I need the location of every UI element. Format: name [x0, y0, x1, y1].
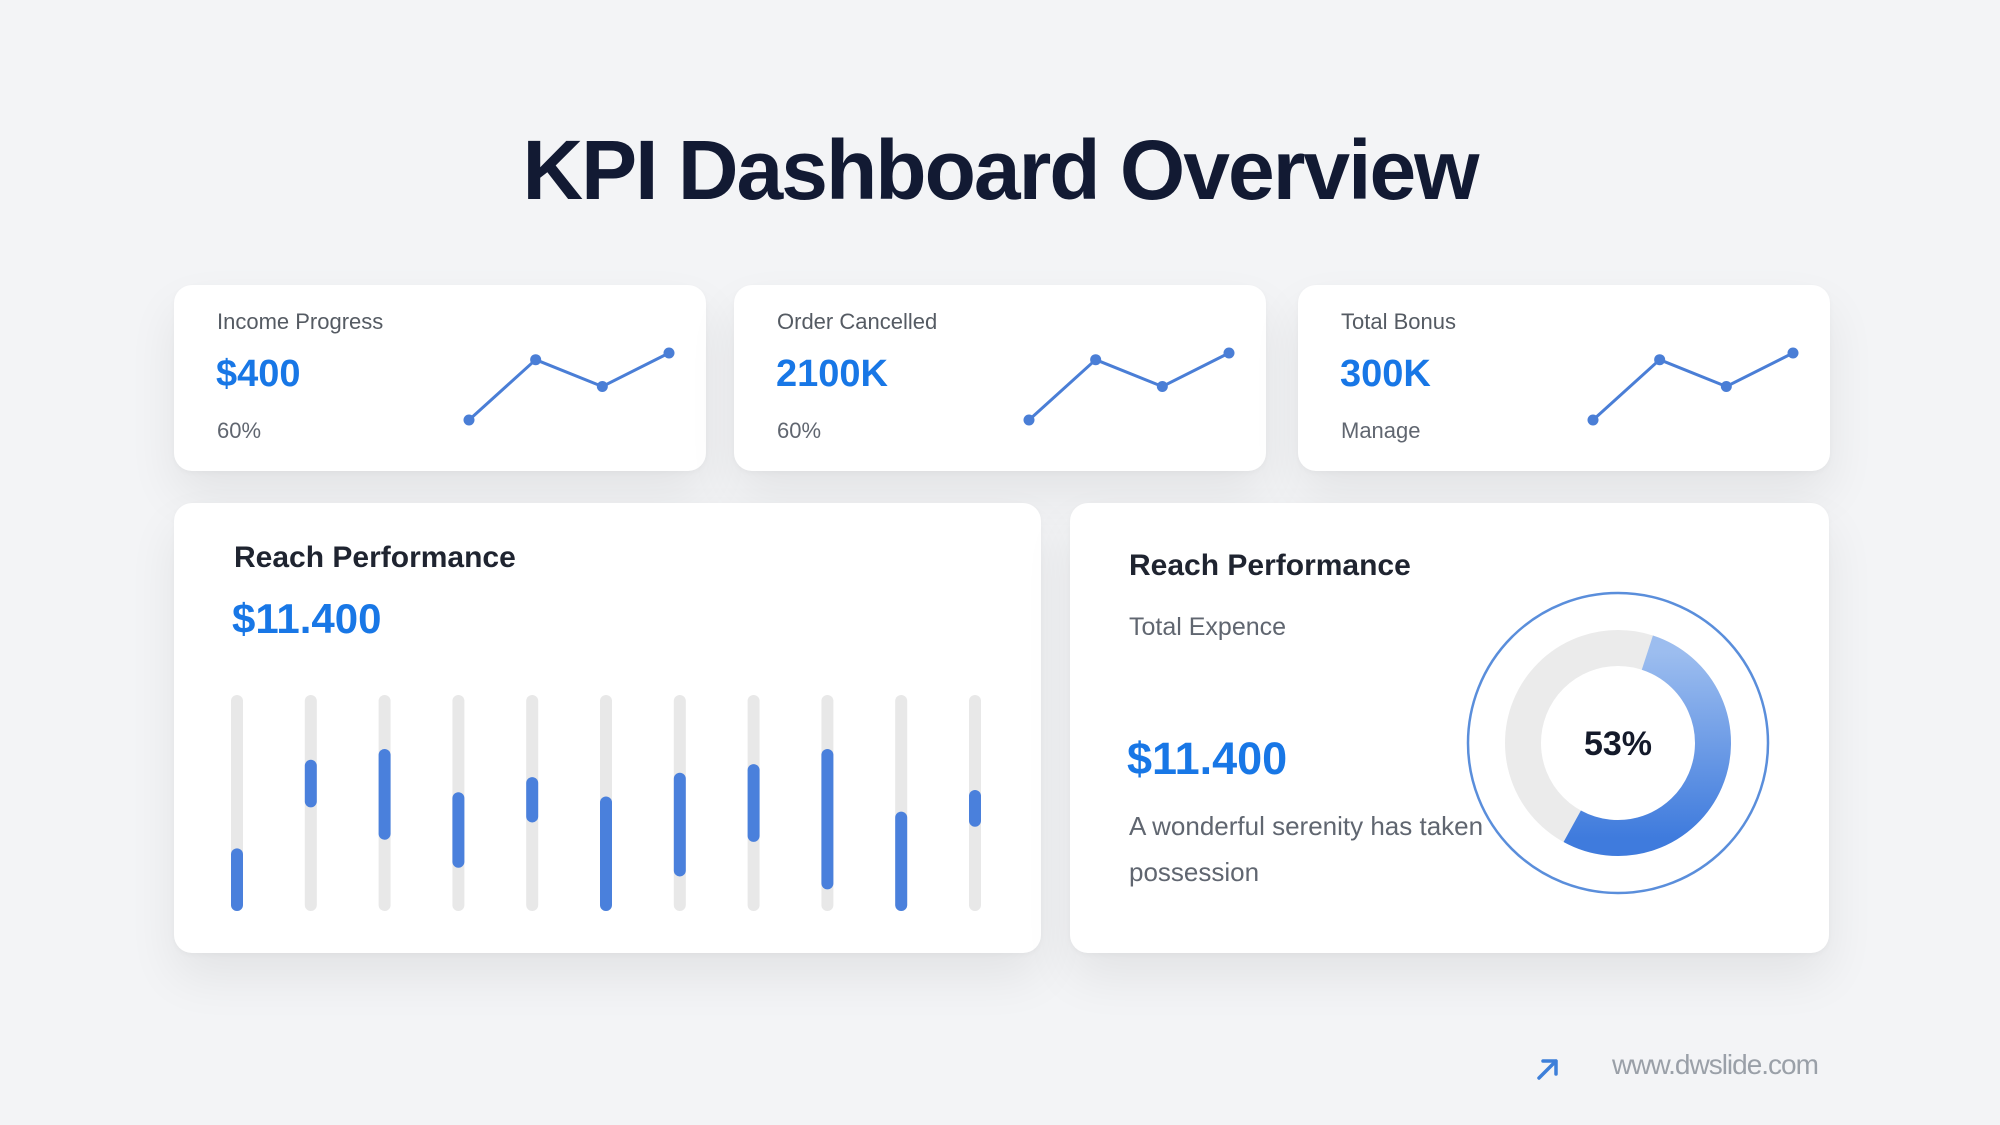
- kpi-card-bonus: Total Bonus 300K Manage: [1298, 285, 1830, 471]
- sparkline-point: [1156, 381, 1168, 392]
- sparkline-point: [1720, 381, 1732, 392]
- donut-percent-label: 53%: [1584, 725, 1652, 763]
- sparkline-path: [467, 351, 670, 422]
- bar: [452, 792, 465, 868]
- reach-description: A wonderful serenity has taken possessio…: [1129, 811, 1484, 887]
- range-bar-chart: [231, 695, 981, 911]
- bar: [821, 749, 834, 890]
- kpi-label: Income Progress: [217, 309, 384, 334]
- kpi-label: Order Cancelled: [777, 309, 938, 334]
- donut-chart: 53%: [1466, 591, 1770, 895]
- reach-subtitle: Total Expence: [1129, 613, 1287, 641]
- kpi-sub: 60%: [777, 418, 822, 443]
- donut-arc: [1563, 635, 1731, 856]
- bar: [969, 790, 981, 827]
- bar: [673, 772, 686, 877]
- bar: [747, 764, 760, 842]
- kpi-sub: 60%: [217, 418, 262, 443]
- sparkline-path: [1027, 351, 1230, 422]
- bar: [378, 749, 391, 840]
- reach-title: Reach Performance: [234, 541, 516, 574]
- kpi-sub: Manage: [1341, 418, 1421, 443]
- bar: [231, 848, 243, 911]
- sparkline-point: [1090, 354, 1102, 366]
- bar: [895, 811, 908, 911]
- page-title: KPI Dashboard Overview: [522, 123, 1479, 217]
- sparkline-point: [1223, 347, 1235, 359]
- reach-title: Reach Performance: [1129, 549, 1411, 582]
- arrow-up-right-icon: [1537, 1059, 1558, 1080]
- kpi-value: $400: [216, 353, 301, 395]
- sparkline-point: [663, 347, 675, 359]
- sparkline-point: [463, 414, 475, 426]
- bar: [600, 796, 612, 911]
- sparkline-point: [1654, 354, 1666, 366]
- reach-donut-card: Reach Performance Total Expence $11.400 …: [1070, 503, 1829, 953]
- sparkline: [1023, 347, 1235, 426]
- sparkline: [1587, 347, 1799, 426]
- reach-value: $11.400: [1127, 733, 1288, 784]
- kpi-value: 300K: [1340, 353, 1431, 395]
- kpi-value: 2100K: [776, 353, 888, 395]
- kpi-card-income: Income Progress $400 60%: [174, 285, 706, 471]
- sparkline-point: [1587, 414, 1599, 426]
- bar: [526, 777, 539, 823]
- footer-url[interactable]: www.dwslide.com: [1612, 1049, 1819, 1080]
- bar: [304, 759, 317, 808]
- donut-outer-ring: [1466, 591, 1770, 895]
- sparkline-point: [530, 354, 542, 366]
- kpi-card-orders: Order Cancelled 2100K 60%: [734, 285, 1266, 471]
- reach-bars-card: Reach Performance $11.400: [174, 503, 1041, 953]
- sparkline-point: [1787, 347, 1799, 359]
- sparkline-point: [596, 381, 608, 392]
- sparkline-point: [1023, 414, 1035, 426]
- reach-value: $11.400: [232, 595, 382, 642]
- kpi-label: Total Bonus: [1341, 309, 1456, 334]
- sparkline-path: [1591, 351, 1794, 422]
- sparkline: [463, 347, 675, 426]
